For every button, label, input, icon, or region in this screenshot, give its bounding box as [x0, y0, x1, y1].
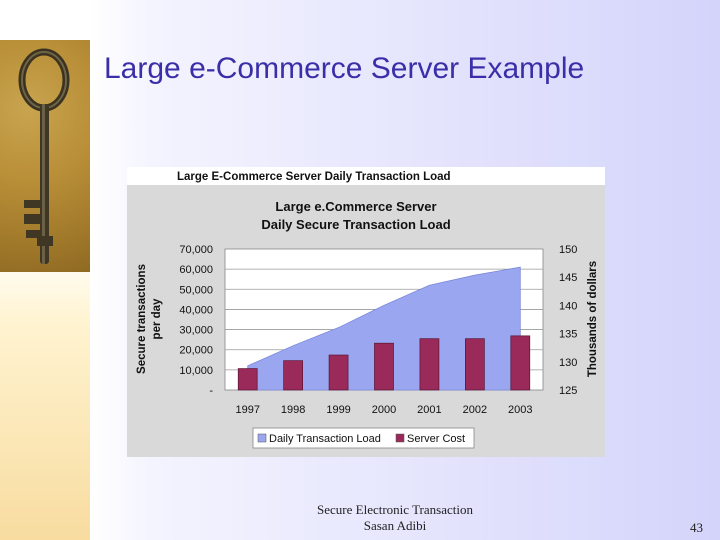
x-tick-label: 2000: [372, 404, 396, 416]
page-number: 43: [690, 520, 703, 535]
footer-course: Secure Electronic Transaction: [317, 502, 473, 517]
x-tick-label: 2002: [463, 404, 487, 416]
y-tick-label: -: [209, 385, 213, 397]
y2-tick-label: 130: [559, 357, 577, 369]
y-axis-ticks: - 10,000 20,000 30,000 40,000 50,000 60,000 70,…: [179, 244, 213, 397]
bar-server-cost: [419, 338, 440, 391]
slide-title: Large e-Commerce Server Example: [104, 52, 585, 85]
chart-header-bar: [127, 167, 605, 185]
x-tick-label: 1997: [235, 404, 259, 416]
bar-server-cost: [328, 354, 349, 391]
y-tick-label: 70,000: [179, 244, 213, 256]
legend-swatch-transaction-load: [257, 433, 267, 443]
y2-axis-label: Thousands of dollars: [587, 261, 599, 377]
bar-server-cost: [237, 368, 258, 391]
slide-footer: Secure Electronic Transaction Sasan Adib…: [290, 502, 500, 534]
key-image: [0, 40, 90, 272]
y2-tick-label: 150: [559, 244, 577, 256]
antique-key-icon: [18, 48, 70, 264]
x-tick-label: 2003: [508, 404, 532, 416]
y-axis-label-line1: Secure transactions: [136, 264, 148, 374]
y-tick-label: 20,000: [179, 345, 213, 357]
bars-server-cost: [237, 335, 531, 391]
y2-tick-label: 125: [559, 385, 577, 397]
chart-legend: Daily Transaction Load Server Cost: [252, 427, 475, 449]
chart-title: Large e.Commerce Server: [275, 199, 436, 214]
y-tick-label: 50,000: [179, 284, 213, 296]
y2-tick-label: 140: [559, 300, 577, 312]
footer-author: Sasan Adibi: [363, 518, 427, 533]
x-tick-label: 1998: [281, 404, 305, 416]
legend-box: [252, 427, 475, 449]
y2-axis-ticks: 125 130 135 140 145 150: [559, 244, 577, 397]
chart-container: Large E-Commerce Server Daily Transactio…: [127, 167, 605, 457]
chart-subtitle: Daily Secure Transaction Load: [261, 217, 450, 232]
bar-server-cost: [283, 360, 303, 391]
bar-server-cost: [374, 342, 394, 391]
chart-window-title: Large E-Commerce Server Daily Transactio…: [177, 171, 451, 183]
legend-label-server-cost: Server Cost: [407, 433, 465, 445]
y-tick-label: 60,000: [179, 264, 213, 276]
legend-swatch-server-cost: [395, 433, 405, 443]
x-tick-label: 1999: [326, 404, 350, 416]
y-axis-label-line2: per day: [151, 298, 163, 340]
y2-tick-label: 135: [559, 329, 577, 341]
y2-tick-label: 145: [559, 272, 577, 284]
y-tick-label: 10,000: [179, 365, 213, 377]
x-axis-ticks: 1997 1998 1999 2000 2001 2002 2003: [235, 404, 532, 416]
y-tick-label: 40,000: [179, 304, 213, 316]
bar-server-cost: [510, 335, 531, 391]
legend-label-transaction-load: Daily Transaction Load: [269, 433, 381, 445]
chart-svg: Large E-Commerce Server Daily Transactio…: [127, 167, 605, 457]
x-tick-label: 2001: [417, 404, 441, 416]
bar-server-cost: [465, 338, 485, 391]
y-tick-label: 30,000: [179, 325, 213, 337]
